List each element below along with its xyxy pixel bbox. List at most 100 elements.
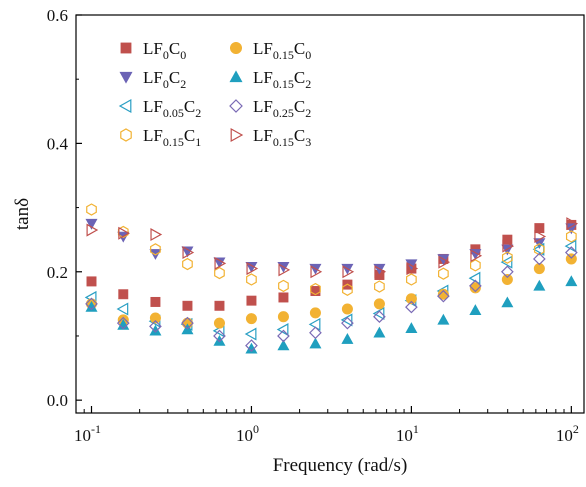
- data-point: [86, 276, 97, 287]
- data-point: [469, 279, 482, 293]
- y-tick-label: 0.0: [47, 391, 68, 410]
- data-point: [406, 262, 419, 276]
- data-point: [309, 307, 321, 319]
- legend-marker: [120, 42, 132, 54]
- data-point: [501, 296, 514, 308]
- data-point: [501, 251, 513, 264]
- data-point: [214, 256, 227, 270]
- data-point: [149, 319, 162, 333]
- data-point: [86, 203, 97, 216]
- y-axis-title: tanδ: [12, 198, 33, 230]
- data-point: [277, 329, 290, 343]
- data-point: [405, 300, 418, 314]
- series-4: [85, 253, 577, 329]
- legend-marker: [118, 98, 132, 114]
- y-tick-label: 0.6: [47, 6, 68, 25]
- data-point: [150, 228, 163, 242]
- x-axis-title: Frequency (rad/s): [273, 455, 408, 476]
- legend-item: LF0.05C2: [118, 97, 201, 120]
- data-point: [341, 303, 353, 315]
- data-point: [310, 265, 323, 279]
- data-point: [565, 275, 578, 287]
- data-point: [373, 310, 386, 324]
- data-point: [245, 313, 257, 325]
- data-point: [214, 300, 225, 311]
- data-point: [309, 337, 322, 349]
- x-axis: 10-1 100 101 102: [74, 406, 579, 445]
- legend-label: LF0.15C3: [253, 126, 311, 149]
- data-point: [116, 302, 129, 316]
- data-point: [501, 265, 514, 279]
- data-point: [374, 265, 387, 279]
- data-point: [214, 266, 225, 280]
- legend-label: LF0.15C2: [253, 68, 311, 91]
- data-point: [437, 288, 449, 300]
- data-point: [470, 249, 483, 263]
- legend-label: LF0.25C2: [253, 97, 311, 120]
- data-point: [534, 229, 547, 243]
- data-point: [149, 324, 162, 336]
- data-point: [86, 223, 99, 237]
- legend-label: LF0C2: [143, 68, 186, 91]
- legend-label: LF0.15C1: [143, 126, 201, 149]
- data-point: [438, 255, 451, 269]
- data-point: [469, 282, 481, 294]
- data-point: [213, 317, 225, 329]
- data-point: [437, 289, 450, 303]
- data-point: [437, 313, 450, 325]
- legend-item: LF0.15C3: [230, 126, 311, 149]
- series-5: [85, 275, 578, 354]
- data-point: [213, 334, 226, 346]
- series-3: [86, 203, 577, 296]
- data-point: [182, 300, 193, 311]
- legend-marker: [229, 70, 243, 83]
- data-point: [502, 234, 513, 245]
- legend-marker: [229, 99, 243, 113]
- series-7: [86, 217, 579, 279]
- data-point: [182, 257, 193, 271]
- legend-marker: [120, 128, 132, 142]
- data-point: [116, 316, 130, 330]
- data-point: [277, 339, 290, 351]
- data-point: [181, 246, 194, 258]
- data-point: [438, 267, 449, 280]
- data-point: [341, 316, 354, 330]
- data-point: [244, 327, 257, 341]
- data-point: [310, 282, 321, 296]
- data-point: [406, 273, 417, 286]
- legend-item: LF0C0: [120, 39, 186, 62]
- data-point: [149, 312, 161, 324]
- data-point: [246, 273, 257, 286]
- data-point: [246, 262, 259, 276]
- data-point: [341, 333, 354, 344]
- data-point: [405, 293, 417, 305]
- legend-label: LF0C0: [143, 39, 186, 62]
- data-point: [245, 339, 258, 352]
- data-point: [564, 239, 577, 253]
- legend-item: LF0.15C2: [229, 68, 311, 91]
- data-point: [181, 316, 194, 330]
- data-point: [502, 239, 515, 253]
- legend-item: LF0.15C1: [120, 126, 201, 149]
- data-point: [342, 283, 353, 296]
- x-tick-label: 10-1: [74, 422, 101, 445]
- data-point: [566, 217, 579, 231]
- data-point: [533, 252, 546, 266]
- x-tick-label: 101: [396, 422, 419, 445]
- legend-item: LF0C2: [119, 68, 186, 91]
- legend-marker: [230, 41, 243, 54]
- data-point: [501, 273, 513, 286]
- data-point: [150, 243, 161, 256]
- data-point: [118, 226, 131, 240]
- data-point: [278, 279, 289, 293]
- data-point: [533, 279, 546, 291]
- data-point: [374, 280, 385, 293]
- data-point: [565, 253, 577, 265]
- data-point: [373, 326, 386, 338]
- data-point: [565, 230, 577, 243]
- data-point: [372, 306, 385, 321]
- data-point: [277, 311, 289, 323]
- data-point: [500, 255, 513, 269]
